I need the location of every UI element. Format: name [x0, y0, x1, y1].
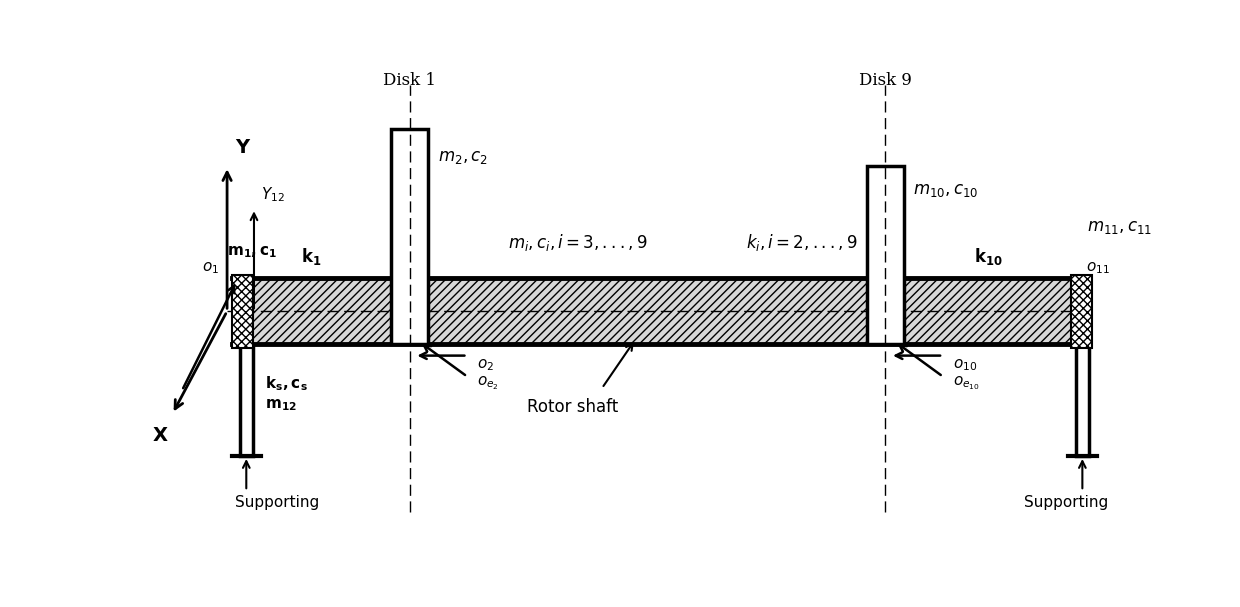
Text: $m_{10},c_{10}$: $m_{10},c_{10}$: [913, 181, 978, 198]
Bar: [1075, 344, 1089, 456]
Text: $o_{e_{10}}$: $o_{e_{10}}$: [952, 375, 980, 393]
Text: $m_2,c_2$: $m_2,c_2$: [438, 148, 487, 166]
Text: Supporting: Supporting: [1024, 495, 1109, 510]
Text: $\mathbf{k_s,c_s}$: $\mathbf{k_s,c_s}$: [264, 375, 308, 393]
Text: Supporting: Supporting: [234, 495, 319, 510]
Text: $\mathbf{k_1}$: $\mathbf{k_1}$: [301, 246, 322, 267]
Bar: [232, 279, 1083, 344]
Bar: [392, 129, 428, 344]
Text: $Y_{12}$: $Y_{12}$: [260, 185, 284, 204]
Text: $\mathbf{k_{10}}$: $\mathbf{k_{10}}$: [975, 246, 1003, 267]
Bar: [232, 275, 253, 348]
Text: Rotor shaft: Rotor shaft: [527, 398, 619, 416]
Text: Y: Y: [234, 138, 249, 157]
Text: $o_{10}$: $o_{10}$: [952, 357, 977, 373]
Text: $o_1$: $o_1$: [202, 260, 219, 276]
Bar: [867, 166, 904, 344]
Text: $k_i,i=2,...,9$: $k_i,i=2,...,9$: [746, 232, 858, 253]
Text: Disk 9: Disk 9: [859, 72, 911, 89]
Text: $o_{e_2}$: $o_{e_2}$: [477, 375, 498, 393]
Bar: [1071, 275, 1092, 348]
Text: $o_{11}$: $o_{11}$: [1086, 260, 1110, 276]
Text: $\mathbf{m_{12}}$: $\mathbf{m_{12}}$: [264, 397, 296, 413]
Text: $\mathbf{m_1,c_1}$: $\mathbf{m_1,c_1}$: [227, 244, 278, 260]
Text: X: X: [153, 426, 167, 445]
Bar: [232, 279, 1083, 344]
Text: $m_{11},c_{11}$: $m_{11},c_{11}$: [1087, 218, 1152, 236]
Text: $o_2$: $o_2$: [477, 357, 494, 373]
Text: Disk 1: Disk 1: [383, 72, 436, 89]
Bar: [239, 344, 253, 456]
Text: $m_i,c_i,i=3,...,9$: $m_i,c_i,i=3,...,9$: [508, 232, 647, 253]
